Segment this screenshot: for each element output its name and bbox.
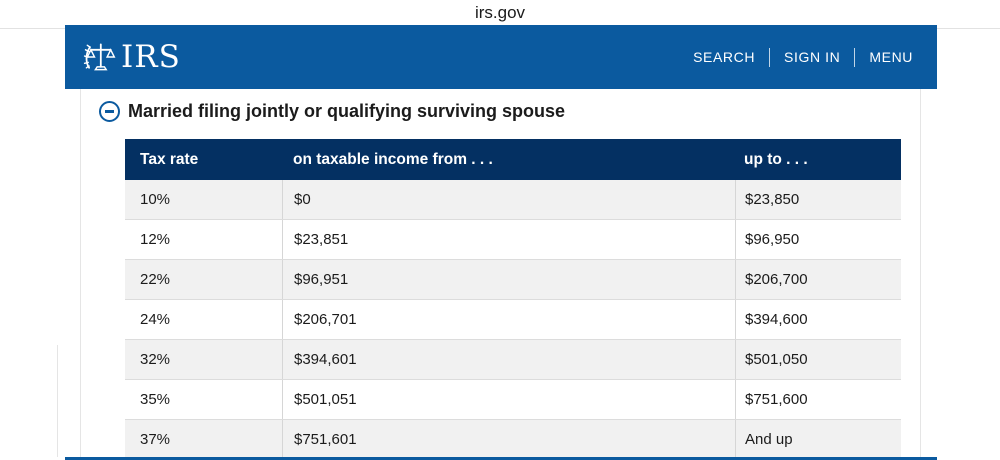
table-row: 22% $96,951 $206,700 [125, 260, 901, 300]
cell-up-to: $394,600 [735, 300, 901, 339]
table-row: 35% $501,051 $751,600 [125, 380, 901, 420]
header-nav: SEARCH SIGN IN MENU [693, 47, 913, 67]
content-left-border [80, 89, 81, 460]
tax-rate-table: Tax rate on taxable income from . . . up… [125, 139, 901, 460]
site-header: IRS SEARCH SIGN IN MENU [65, 25, 937, 89]
cell-up-to: $751,600 [735, 380, 901, 419]
nav-divider [769, 47, 771, 67]
cell-tax-rate: 24% [140, 311, 171, 328]
cell-income-from: $23,851 [282, 220, 735, 259]
cell-income-from: $751,601 [282, 420, 735, 459]
table-row: 37% $751,601 And up [125, 420, 901, 460]
cell-up-to: And up [735, 420, 901, 459]
table-row: 12% $23,851 $96,950 [125, 220, 901, 260]
browser-title-bar: irs.gov [0, 0, 1000, 25]
table-header-row: Tax rate on taxable income from . . . up… [125, 139, 901, 180]
accordion-title: Married filing jointly or qualifying sur… [128, 100, 566, 121]
cell-tax-rate: 22% [140, 271, 171, 288]
cell-income-from: $206,701 [282, 300, 735, 339]
cell-up-to: $96,950 [735, 220, 901, 259]
column-header-tax-rate: Tax rate [140, 150, 199, 168]
cell-income-from: $0 [282, 180, 735, 219]
column-header-income-from: on taxable income from . . . [293, 150, 493, 168]
cell-up-to: $206,700 [735, 260, 901, 299]
cell-tax-rate: 12% [140, 231, 171, 248]
search-link[interactable]: SEARCH [693, 49, 756, 65]
irs-eagle-emblem-icon [83, 43, 116, 71]
table-row: 24% $206,701 $394,600 [125, 300, 901, 340]
cell-up-to: $23,850 [735, 180, 901, 219]
irs-logo-text: IRS [121, 38, 181, 75]
cell-tax-rate: 10% [140, 191, 171, 208]
nav-divider [854, 47, 856, 67]
table-row: 32% $394,601 $501,050 [125, 340, 901, 380]
accordion-toggle-married-filing-jointly[interactable]: Married filing jointly or qualifying sur… [99, 99, 565, 123]
irs-logo-link[interactable]: IRS [81, 39, 181, 75]
cell-up-to: $501,050 [735, 340, 901, 379]
next-section-blue-band [65, 457, 937, 460]
cell-tax-rate: 37% [140, 431, 171, 448]
content-far-left-border [57, 345, 58, 457]
content-right-border [920, 89, 921, 460]
cell-income-from: $394,601 [282, 340, 735, 379]
menu-link[interactable]: MENU [869, 49, 913, 65]
cell-income-from: $501,051 [282, 380, 735, 419]
minus-circle-icon[interactable] [99, 100, 120, 122]
cell-income-from: $96,951 [282, 260, 735, 299]
browser-title: irs.gov [474, 2, 526, 22]
sign-in-link[interactable]: SIGN IN [784, 49, 841, 65]
cell-tax-rate: 32% [140, 351, 171, 368]
cell-tax-rate: 35% [140, 391, 171, 408]
column-header-up-to: up to . . . [744, 150, 808, 168]
table-row: 10% $0 $23,850 [125, 180, 901, 220]
